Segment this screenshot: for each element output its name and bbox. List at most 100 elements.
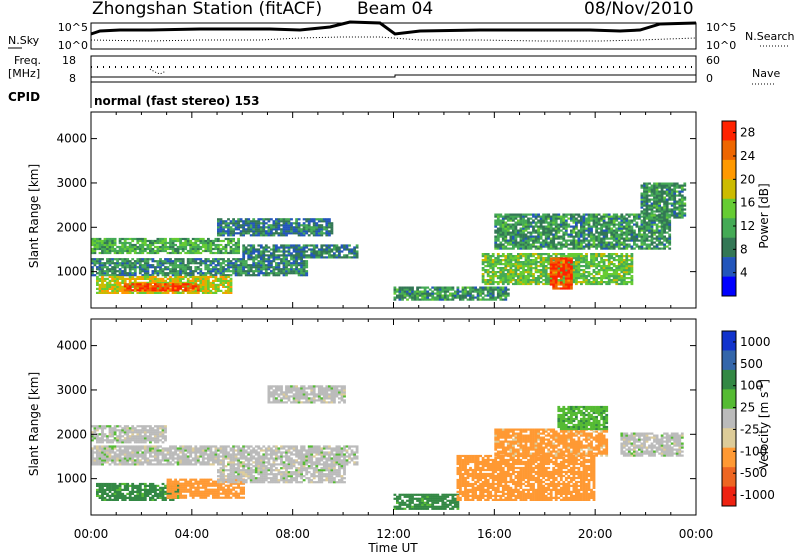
power-heatmap-cell	[174, 243, 177, 247]
power-heatmap-cell	[509, 261, 513, 264]
power-heatmap-cell	[174, 266, 177, 269]
power-heatmap-cell	[257, 272, 261, 275]
power-heatmap-cell	[123, 291, 127, 294]
power-heatmap-cell	[625, 237, 629, 240]
power-heatmap-cell	[149, 241, 152, 245]
power-heatmap-cell	[214, 237, 218, 241]
power-heatmap-cell	[159, 258, 162, 261]
power-heatmap-cell	[670, 210, 674, 213]
velocity-heatmap-cell	[141, 451, 145, 454]
velocity-heatmap-cell	[128, 445, 132, 448]
power-heatmap-cell	[169, 247, 172, 251]
power-heatmap-cell	[101, 279, 104, 282]
power-heatmap-cell	[259, 230, 263, 233]
power-heatmap-cell	[234, 243, 238, 247]
power-heatmap-cell	[600, 229, 603, 232]
power-heatmap-cell	[186, 277, 190, 280]
power-heatmap-cell	[302, 250, 306, 253]
velocity-heatmap-cell	[98, 455, 102, 458]
power-heatmap-cell	[484, 265, 488, 268]
power-heatmap-cell	[570, 255, 573, 258]
power-heatmap-cell	[259, 226, 263, 229]
power-heatmap-cell	[527, 217, 530, 220]
power-heatmap-cell	[529, 221, 533, 224]
power-heatmap-cell	[138, 275, 142, 279]
power-heatmap-cell	[406, 290, 409, 293]
power-heatmap-cell	[154, 291, 157, 294]
power-heatmap-cell	[179, 285, 182, 288]
power-heatmap-cell	[517, 255, 520, 258]
power-heatmap-cell	[310, 218, 314, 221]
power-heatmap-cell	[350, 252, 354, 255]
power-heatmap-cell	[143, 262, 147, 265]
power-heatmap-cell	[607, 277, 611, 280]
power-heatmap-cell	[559, 225, 563, 228]
power-heatmap-cell	[524, 245, 528, 248]
power-heatmap-cell	[146, 260, 150, 263]
power-heatmap-cell	[113, 251, 117, 255]
power-heatmap-cell	[290, 230, 293, 233]
power-heatmap-cell	[315, 232, 319, 235]
power-heatmap-cell	[627, 277, 631, 280]
power-heatmap-cell	[214, 247, 218, 251]
power-heatmap-cell	[670, 208, 674, 211]
power-heatmap-cell	[597, 227, 601, 230]
power-heatmap-cell	[267, 230, 271, 233]
power-heatmap-cell	[103, 274, 107, 277]
power-heatmap-cell	[186, 262, 190, 265]
power-heatmap-cell	[572, 255, 576, 258]
power-heatmap-cell	[118, 247, 122, 251]
power-heatmap-cell	[111, 289, 114, 292]
power-heatmap-cell	[640, 200, 644, 203]
velocity-heatmap-cell	[164, 459, 167, 462]
power-heatmap-cell	[572, 277, 576, 280]
power-heatmap-cell	[214, 277, 218, 280]
power-heatmap-cell	[272, 270, 276, 273]
power-heatmap-cell	[564, 271, 568, 274]
power-heatmap-cell	[529, 275, 533, 278]
power-heatmap-cell	[673, 184, 677, 187]
power-heatmap-cell	[254, 226, 258, 229]
power-heatmap-cell	[552, 273, 556, 276]
power-heatmap-cell	[552, 223, 556, 226]
power-heatmap-cell	[522, 229, 525, 232]
power-heatmap-cell	[549, 267, 553, 270]
power-heatmap-cell	[403, 292, 407, 295]
power-heatmap-cell	[512, 273, 515, 276]
power-heatmap-cell	[222, 272, 225, 275]
power-heatmap-cell	[159, 285, 162, 288]
power-heatmap-cell	[259, 244, 263, 247]
power-heatmap-cell	[194, 260, 198, 263]
power-heatmap-cell	[645, 221, 649, 224]
power-heatmap-cell	[164, 247, 167, 251]
power-heatmap-cell	[600, 225, 603, 228]
power-heatmap-cell	[617, 233, 621, 236]
power-heatmap-cell	[506, 271, 510, 274]
velocity-heatmap-cell	[136, 453, 140, 456]
power-heatmap-cell	[484, 257, 488, 260]
power-heatmap-cell	[262, 224, 266, 227]
power-heatmap-cell	[244, 230, 248, 233]
power-heatmap-cell	[151, 272, 155, 275]
power-heatmap-cell	[663, 223, 666, 226]
power-heatmap-cell	[486, 273, 490, 276]
power-heatmap-cell	[575, 235, 578, 238]
power-heatmap-cell	[335, 244, 339, 247]
power-heatmap-cell	[174, 268, 177, 271]
power-heatmap-cell	[443, 296, 447, 299]
power-heatmap-cell	[668, 221, 672, 224]
power-heatmap-cell	[189, 260, 193, 263]
power-heatmap-cell	[164, 283, 167, 286]
power-heatmap-cell	[532, 237, 535, 240]
power-heatmap-cell	[320, 244, 324, 247]
power-heatmap-cell	[317, 218, 321, 221]
power-heatmap-cell	[537, 237, 540, 240]
velocity-heatmap-cell	[123, 445, 127, 448]
power-heatmap-cell	[264, 218, 268, 221]
power-heatmap-cell	[438, 286, 442, 289]
power-heatmap-cell	[610, 245, 614, 248]
power-heatmap-cell	[161, 277, 165, 280]
power-heatmap-cell	[423, 296, 427, 299]
power-heatmap-cell	[564, 225, 568, 228]
power-heatmap-cell	[128, 268, 132, 271]
